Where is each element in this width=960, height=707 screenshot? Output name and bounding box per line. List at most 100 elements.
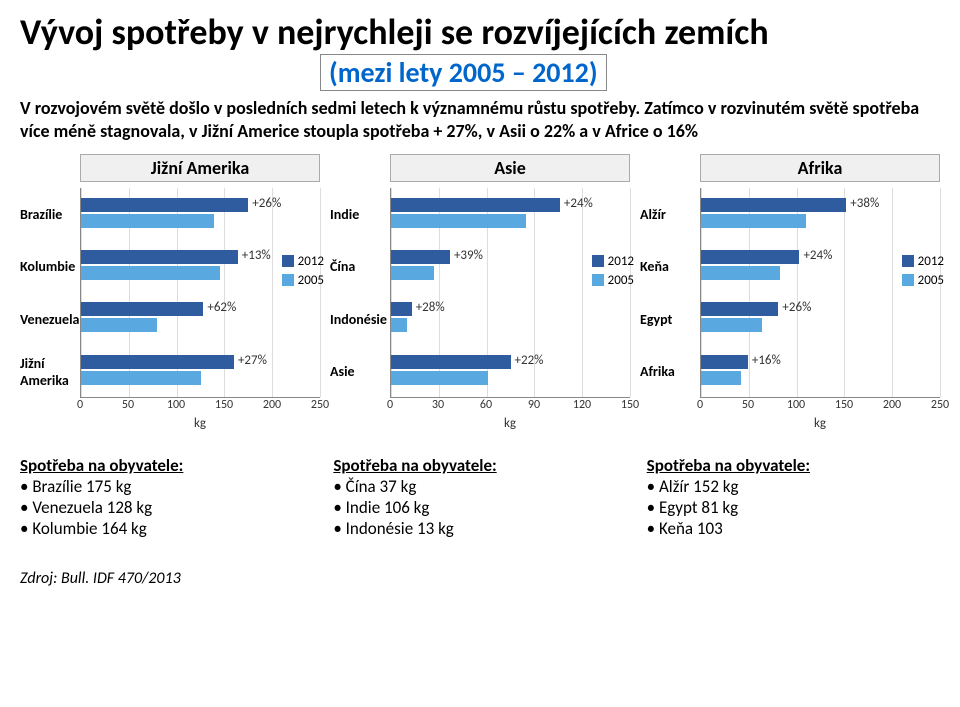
bar-2012: [391, 355, 511, 369]
legend-swatch: [282, 274, 294, 286]
legend-label: 2005: [608, 273, 634, 288]
bar-2005: [701, 318, 762, 332]
consumption-title: Spotřeba na obyvatele:: [333, 455, 626, 476]
consumption-item: Čína 37 kg: [333, 476, 626, 497]
legend: 20122005: [282, 254, 324, 292]
legend-swatch: [592, 274, 604, 286]
consumption-title: Spotřeba na obyvatele:: [20, 455, 313, 476]
source-citation: Zdroj: Bull. IDF 470/2013: [20, 569, 940, 588]
x-tick: 250: [311, 398, 329, 412]
x-tick: 90: [528, 398, 540, 412]
bar-2005: [81, 214, 214, 228]
legend-swatch: [592, 255, 604, 267]
chart-column: AsieIndieČínaIndonésieAsie+24%+39%+28%+2…: [330, 154, 630, 431]
row-label: Asie: [330, 345, 386, 398]
chart-column: AfrikaAlžírKeňaEgyptAfrika+38%+24%+26%+1…: [640, 154, 940, 431]
bar-2012: [391, 302, 412, 316]
x-unit: kg: [390, 416, 630, 431]
region-header: Asie: [390, 154, 630, 182]
x-tick: 50: [742, 398, 754, 412]
percent-label: +26%: [252, 196, 281, 211]
region-header: Jižní Amerika: [80, 154, 320, 182]
percent-label: +16%: [752, 353, 781, 368]
consumption-row: Spotřeba na obyvatele:Brazílie 175 kgVen…: [20, 455, 940, 539]
bar-2012: [81, 355, 234, 369]
region-header: Afrika: [700, 154, 940, 182]
x-unit: kg: [80, 416, 320, 431]
consumption-item: Brazílie 175 kg: [20, 476, 313, 497]
consumption-item: Alžír 152 kg: [647, 476, 940, 497]
percent-label: +39%: [454, 248, 483, 263]
row-label: Čína: [330, 240, 386, 293]
page-subtitle: (mezi lety 2005 – 2012): [320, 54, 607, 91]
consumption-item: Indonésie 13 kg: [333, 518, 626, 539]
bar-2005: [81, 266, 220, 280]
x-tick: 60: [480, 398, 492, 412]
consumption-item: Keňa 103: [647, 518, 940, 539]
bar-2012: [81, 198, 248, 212]
row-label: Indie: [330, 188, 386, 241]
consumption-title: Spotřeba na obyvatele:: [647, 455, 940, 476]
bar-2005: [391, 214, 526, 228]
bar-2012: [701, 355, 748, 369]
page-title: Vývoj spotřeby v nejrychleji se rozvíjej…: [20, 10, 940, 54]
bar-2005: [701, 214, 806, 228]
row-label: Kolumbie: [20, 240, 76, 293]
x-tick: 30: [432, 398, 444, 412]
legend-label: 2012: [918, 254, 944, 269]
consumption-block: Spotřeba na obyvatele:Alžír 152 kgEgypt …: [647, 455, 940, 539]
x-tick: 150: [621, 398, 639, 412]
bar-2012: [701, 302, 778, 316]
row-label: Egypt: [640, 293, 696, 346]
x-tick: 150: [835, 398, 853, 412]
consumption-item: Kolumbie 164 kg: [20, 518, 313, 539]
consumption-item: Egypt 81 kg: [647, 497, 940, 518]
bar-2005: [391, 266, 434, 280]
bar-2012: [81, 250, 238, 264]
consumption-block: Spotřeba na obyvatele:Čína 37 kgIndie 10…: [333, 455, 626, 539]
bar-2012: [391, 198, 560, 212]
bar-2005: [391, 318, 407, 332]
consumption-item: Venezuela 128 kg: [20, 497, 313, 518]
x-tick: 50: [122, 398, 134, 412]
row-label: Keňa: [640, 240, 696, 293]
x-tick: 0: [387, 398, 393, 412]
chart-column: Jižní AmerikaBrazílieKolumbieVenezuelaJi…: [20, 154, 320, 431]
row-label: Venezuela: [20, 293, 76, 346]
x-tick: 100: [167, 398, 185, 412]
x-tick: 250: [931, 398, 949, 412]
percent-label: +24%: [803, 248, 832, 263]
chart-plot: +24% +39% +28% +22%: [390, 188, 630, 398]
charts-row: Jižní AmerikaBrazílieKolumbieVenezuelaJi…: [20, 154, 940, 431]
x-tick: 100: [787, 398, 805, 412]
bar-2005: [391, 371, 488, 385]
x-tick: 0: [697, 398, 703, 412]
percent-label: +22%: [515, 353, 544, 368]
row-label: Alžír: [640, 188, 696, 241]
x-unit: kg: [700, 416, 940, 431]
x-tick: 120: [573, 398, 591, 412]
percent-label: +27%: [238, 353, 267, 368]
legend-label: 2012: [298, 254, 324, 269]
bar-2012: [701, 250, 799, 264]
percent-label: +28%: [416, 300, 445, 315]
chart-plot: +38% +24% +26% +16%: [700, 188, 940, 398]
bar-2012: [81, 302, 203, 316]
x-tick: 150: [215, 398, 233, 412]
x-tick: 200: [883, 398, 901, 412]
percent-label: +38%: [850, 196, 879, 211]
row-label: Brazílie: [20, 188, 76, 241]
row-label: Jižní Amerika: [20, 345, 76, 398]
percent-label: +13%: [242, 248, 271, 263]
percent-label: +26%: [782, 300, 811, 315]
percent-label: +24%: [564, 196, 593, 211]
legend: 20122005: [902, 254, 944, 292]
legend-swatch: [902, 274, 914, 286]
legend-swatch: [902, 255, 914, 267]
bar-2005: [701, 371, 741, 385]
bar-2005: [701, 266, 780, 280]
row-label: Afrika: [640, 345, 696, 398]
percent-label: +62%: [207, 300, 236, 315]
legend: 20122005: [592, 254, 634, 292]
bar-2012: [701, 198, 846, 212]
